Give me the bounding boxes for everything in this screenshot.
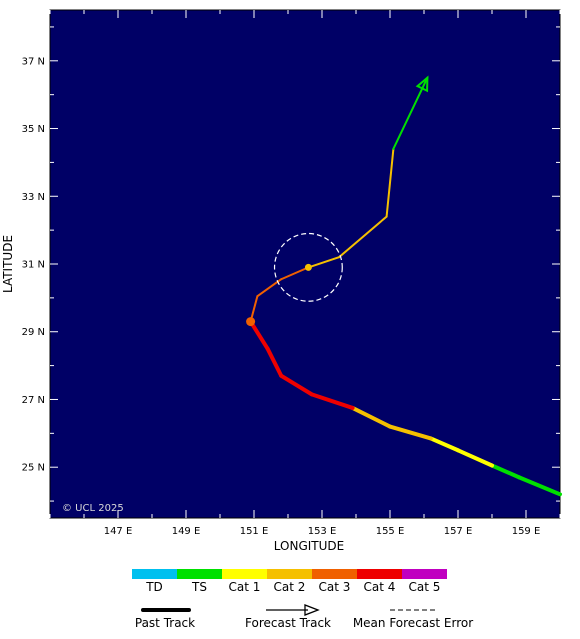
past-track-segment [428, 436, 460, 453]
y-tick-label: 29 N [22, 327, 45, 338]
y-tick-label: 37 N [22, 56, 45, 67]
map-plot-area [49, 9, 561, 519]
y-tick-label: 27 N [22, 395, 45, 406]
forecast-track-segment [338, 215, 388, 259]
legend-swatch [357, 569, 402, 579]
legend-forecast-track-label: Forecast Track [245, 616, 331, 630]
x-tick-label: 149 E [172, 526, 201, 537]
legend-swatch [177, 569, 222, 579]
past-track-segment [309, 392, 355, 410]
forecast-track-segment [280, 266, 310, 281]
y-tick-label: 31 N [22, 260, 45, 271]
past-track-segment [388, 424, 433, 441]
forecast-position-marker [304, 263, 312, 271]
legend-category-label: Cat 4 [364, 580, 396, 594]
x-tick-label: 153 E [308, 526, 337, 537]
x-tick-label: 151 E [240, 526, 269, 537]
x-tick-label: 147 E [104, 526, 133, 537]
track-layer [246, 75, 562, 497]
axis-ticks: 147 E 149 E 151 E 153 E 155 E 157 E 159 E 25 N 2… [22, 10, 561, 537]
past-track-segment [350, 405, 392, 429]
legend-swatch [267, 569, 312, 579]
y-axis-label: LATITUDE [1, 235, 15, 293]
legend-category-label: Cat 2 [274, 580, 306, 594]
legend-error-label: Mean Forecast Error [353, 616, 473, 630]
current-position-marker [246, 317, 256, 327]
legend-category-label: TS [191, 580, 207, 594]
legend-swatch [222, 569, 267, 579]
legend-category-label: Cat 1 [229, 580, 261, 594]
copyright-label: © UCL 2025 [62, 503, 124, 514]
past-track-segment [248, 319, 270, 351]
x-axis-label: LONGITUDE [274, 539, 344, 553]
legend-past-track-label: Past Track [135, 616, 195, 630]
y-tick-label: 25 N [22, 463, 45, 474]
legend: TD TS Cat 1 Cat 2 Cat 3 Cat 4 Cat 5 Past Track F… [132, 569, 473, 630]
past-track-segment [517, 475, 562, 497]
past-track-segment [456, 448, 494, 468]
y-tick-label: 33 N [22, 192, 45, 203]
legend-category-label: Cat 3 [319, 580, 351, 594]
y-tick-label: 35 N [22, 124, 45, 135]
legend-category-label: TD [145, 580, 163, 594]
forecast-arrowhead [415, 75, 429, 93]
x-tick-label: 157 E [444, 526, 473, 537]
x-tick-label: 155 E [376, 526, 405, 537]
past-track-segment [279, 373, 314, 397]
past-track-segment [265, 346, 284, 378]
forecast-track-segment [307, 256, 340, 269]
forecast-track-segment [392, 76, 429, 150]
forecast-track-segment [385, 147, 395, 218]
legend-forecast-arrowhead [304, 604, 320, 616]
legend-category-label: Cat 5 [409, 580, 441, 594]
x-tick-label: 159 E [512, 526, 541, 537]
legend-swatch [132, 569, 177, 579]
legend-swatch [312, 569, 357, 579]
legend-swatch [402, 569, 447, 579]
mean-forecast-error-circle [273, 232, 343, 302]
past-track-segment [490, 463, 522, 480]
